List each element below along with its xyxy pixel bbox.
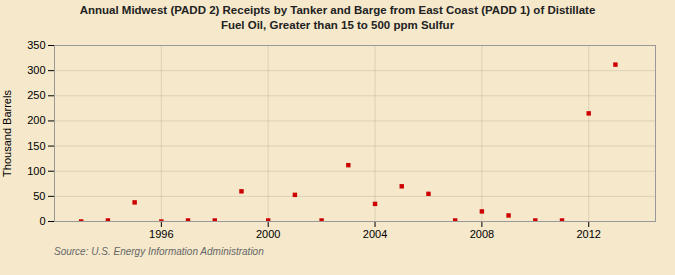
svg-text:150: 150 — [27, 140, 45, 152]
html-text:Source: U.S. Energy Informatio: Source: U.S. Energy Information Administ… — [54, 246, 264, 257]
svg-text:350: 350 — [27, 39, 45, 51]
svg-text:Thousand Barrels: Thousand Barrels — [1, 90, 13, 177]
svg-text:2008: 2008 — [470, 228, 494, 240]
html-text:Annual Midwest (PADD 2) Receip: Annual Midwest (PADD 2) Receipts by Tank… — [79, 4, 596, 16]
svg-text:2000: 2000 — [256, 228, 280, 240]
svg-text:250: 250 — [27, 89, 45, 101]
svg-text:0: 0 — [39, 215, 45, 227]
html-text:Fuel Oil, Greater than 15 to 5: Fuel Oil, Greater than 15 to 500 ppm Sul… — [220, 19, 455, 31]
svg-text:1996: 1996 — [149, 228, 173, 240]
svg-text:300: 300 — [27, 64, 45, 76]
svg-text:100: 100 — [27, 165, 45, 177]
svg-text:50: 50 — [33, 190, 45, 202]
svg-text:200: 200 — [27, 114, 45, 126]
svg-text:2012: 2012 — [576, 228, 600, 240]
svg-text:2004: 2004 — [363, 228, 387, 240]
